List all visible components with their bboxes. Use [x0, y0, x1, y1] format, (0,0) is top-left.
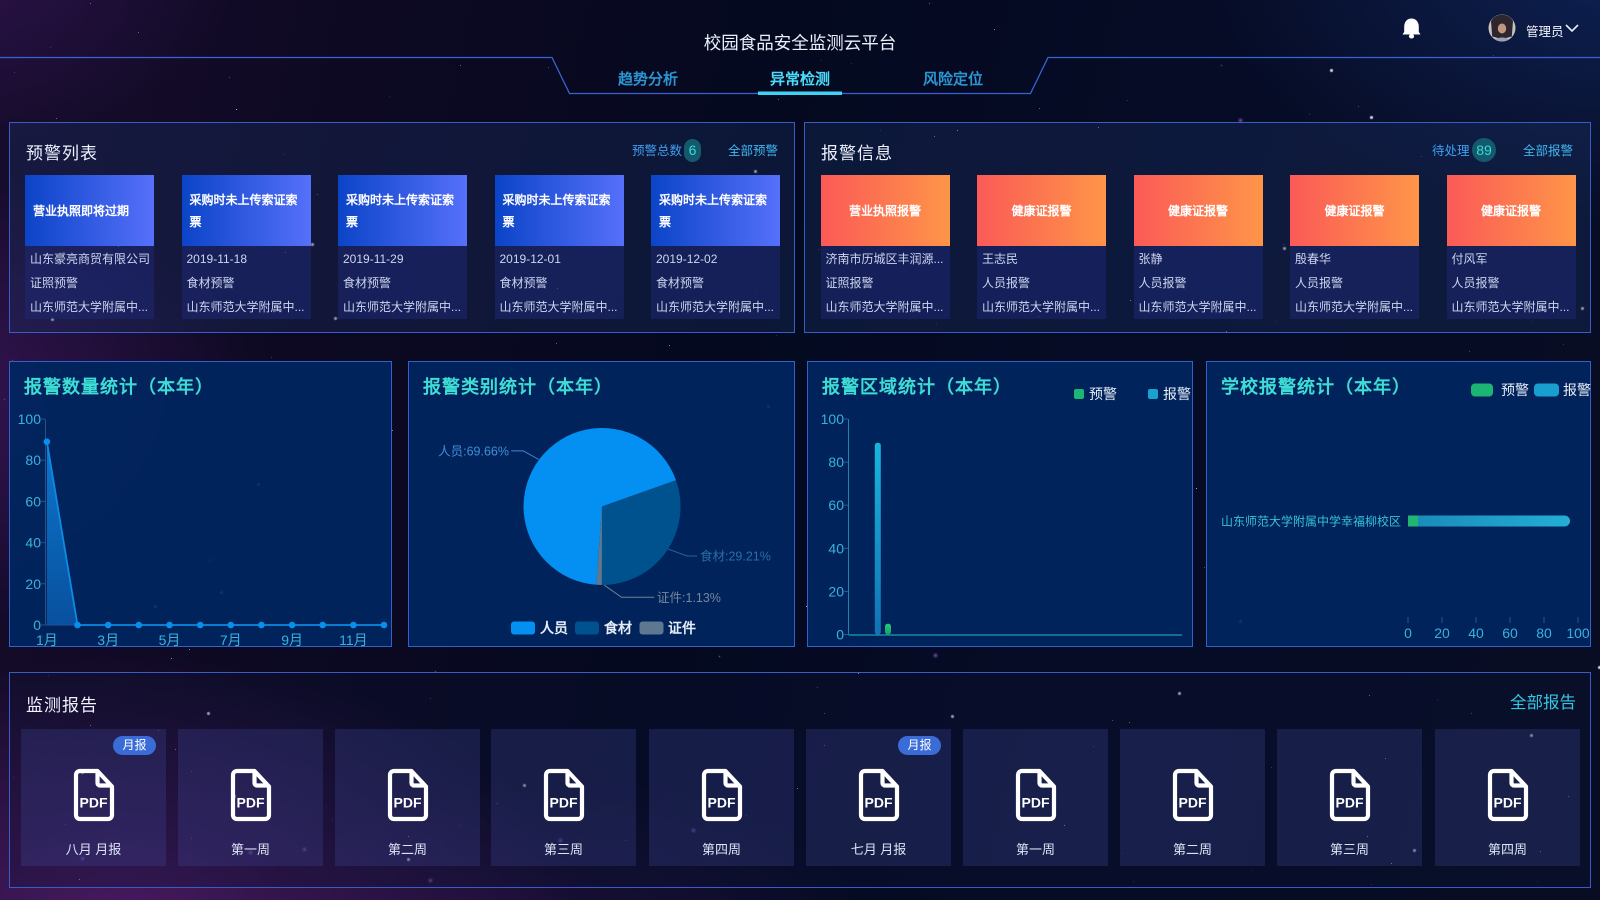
svg-text:11月: 11月	[339, 632, 368, 648]
svg-text:1月: 1月	[36, 632, 58, 648]
svg-text:PDF: PDF	[1494, 795, 1522, 811]
svg-text:PDF: PDF	[1336, 795, 1364, 811]
svg-text:预警: 预警	[1089, 386, 1117, 402]
svg-text:9月: 9月	[281, 632, 303, 648]
svg-text:60: 60	[1502, 625, 1518, 641]
svg-text:0: 0	[33, 617, 41, 633]
svg-text:20: 20	[828, 583, 844, 599]
svg-text:80: 80	[1536, 625, 1552, 641]
svg-text:PDF: PDF	[865, 795, 893, 811]
svg-text:20: 20	[25, 576, 41, 592]
svg-text:40: 40	[1468, 625, 1484, 641]
svg-text:40: 40	[25, 535, 41, 551]
svg-text:食材:29.21%: 食材:29.21%	[700, 549, 771, 564]
svg-text:PDF: PDF	[1022, 795, 1050, 811]
svg-text:人员: 人员	[540, 620, 568, 636]
svg-text:人员:69.66%: 人员:69.66%	[438, 445, 509, 459]
svg-text:PDF: PDF	[237, 795, 265, 811]
svg-text:20: 20	[1434, 625, 1450, 641]
svg-text:0: 0	[836, 627, 844, 643]
svg-text:证件:1.13%: 证件:1.13%	[657, 591, 721, 605]
svg-text:报警: 报警	[1163, 386, 1191, 402]
svg-text:60: 60	[828, 497, 844, 513]
svg-text:80: 80	[828, 454, 844, 470]
svg-text:报警: 报警	[1563, 382, 1591, 398]
svg-text:40: 40	[828, 540, 844, 556]
svg-text:0: 0	[1404, 625, 1412, 641]
svg-text:100: 100	[18, 411, 42, 427]
svg-text:食材: 食材	[604, 620, 632, 636]
svg-text:证件: 证件	[668, 620, 696, 636]
svg-text:PDF: PDF	[394, 795, 422, 811]
svg-text:PDF: PDF	[80, 795, 108, 811]
svg-text:60: 60	[25, 493, 41, 509]
svg-text:PDF: PDF	[708, 795, 736, 811]
svg-text:80: 80	[25, 452, 41, 468]
svg-text:3月: 3月	[97, 632, 119, 648]
svg-text:PDF: PDF	[550, 795, 578, 811]
svg-text:山东师范大学附属中学幸福柳校区: 山东师范大学附属中学幸福柳校区	[1221, 514, 1401, 529]
svg-text:PDF: PDF	[1179, 795, 1207, 811]
svg-text:7月: 7月	[220, 632, 242, 648]
svg-text:5月: 5月	[159, 632, 181, 648]
svg-text:100: 100	[821, 411, 845, 427]
svg-text:预警: 预警	[1501, 382, 1529, 398]
svg-text:100: 100	[1566, 625, 1590, 641]
